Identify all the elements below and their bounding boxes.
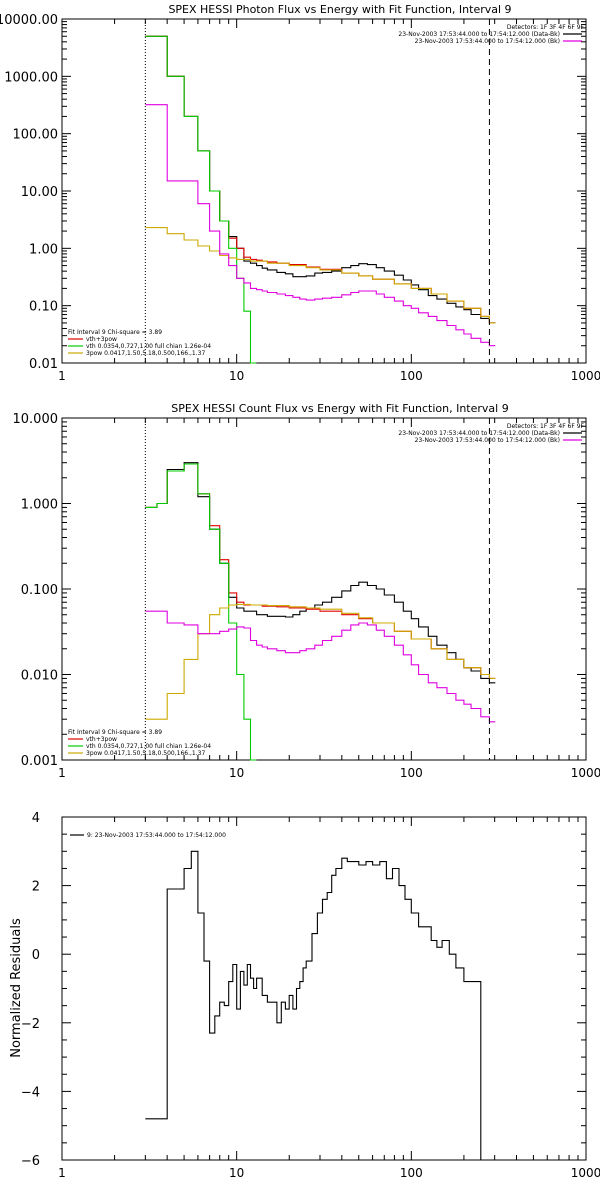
detectors-label: Detectors: 1F 3F 4F 6F 9F	[507, 24, 585, 31]
count-flux-y-tick-label: 1.000	[21, 498, 58, 513]
photon-flux-x-tick-label: 1000	[571, 369, 600, 383]
residuals-plot-frame	[62, 817, 586, 1160]
count-flux-y-tick-label: 0.100	[21, 583, 58, 598]
legend-label-3pow: 3pow 0.0417,1.50,5.18,0.500,166.,1.37	[86, 750, 205, 757]
residuals-y-tick-label: 4	[32, 811, 40, 826]
legend-label-3pow: 3pow 0.0417,1.50,5.18,0.500,166.,1.37	[86, 350, 205, 357]
residuals-y-tick-label: −4	[21, 1085, 40, 1100]
bk-interval-label: 23-Nov-2003 17:53:44.000 to 17:54:12.000…	[415, 437, 560, 444]
residuals-x-tick-label: 10	[229, 1166, 244, 1180]
photon-flux-series-data-bk	[145, 36, 495, 323]
photon-flux-y-tick-label: 1.00	[29, 242, 58, 257]
photon-flux-title: SPEX HESSI Photon Flux vs Energy with Fi…	[168, 3, 511, 16]
legend-label-vth: vth 0.0354,0.727,1.00 full chian 1.26e-0…	[86, 743, 211, 750]
photon-flux-y-tick-label: 1000.00	[4, 70, 58, 85]
photon-flux-x-tick-label: 100	[400, 369, 423, 383]
residuals-series-residuals	[145, 851, 495, 1160]
residuals-y-tick-label: −6	[21, 1154, 40, 1169]
count-flux-series-3pow	[145, 604, 495, 719]
data-interval-label: 23-Nov-2003 17:53:44.000 to 17:54:12.000…	[398, 430, 560, 437]
photon-flux-series-3pow	[145, 228, 495, 323]
bk-interval-label: 23-Nov-2003 17:53:44.000 to 17:54:12.000…	[415, 38, 560, 45]
count-flux-x-tick-label: 10	[229, 766, 244, 780]
count-flux-y-tick-label: 0.010	[21, 669, 58, 684]
legend-label-vth-3pow: vth+3pow	[86, 736, 117, 743]
photon-flux-panel: SPEX HESSI Photon Flux vs Energy with Fi…	[0, 3, 600, 383]
photon-flux-series-vth-3pow	[145, 36, 495, 323]
photon-flux-y-tick-label: 10.00	[21, 185, 58, 200]
count-flux-info-box: Detectors: 1F 3F 4F 6F 9F 23-Nov-2003 17…	[398, 423, 584, 444]
residuals-x-tick-label: 1000	[571, 1166, 600, 1180]
legend-label-vth-3pow: vth+3pow	[86, 336, 117, 343]
count-flux-x-tick-label: 1	[58, 766, 66, 780]
photon-flux-series-vth	[145, 36, 256, 363]
photon-flux-y-tick-label: 10000.00	[0, 13, 58, 28]
residuals-y-tick-label: 2	[32, 880, 40, 895]
count-flux-y-tick-label: 0.001	[21, 754, 58, 769]
photon-flux-y-tick-label: 0.10	[29, 300, 58, 315]
count-flux-x-tick-label: 100	[400, 766, 423, 780]
count-flux-panel: SPEX HESSI Count Flux vs Energy with Fit…	[13, 402, 600, 780]
photon-flux-y-tick-label: 100.00	[13, 128, 59, 143]
count-flux-y-tick-label: 10.000	[13, 412, 59, 427]
count-flux-series-vth	[145, 464, 256, 760]
count-flux-x-tick-label: 1000	[571, 766, 600, 780]
detectors-label: Detectors: 1F 3F 4F 6F 9F	[507, 423, 585, 430]
count-flux-series-bk	[145, 611, 495, 722]
photon-flux-x-tick-label: 10	[229, 369, 244, 383]
photon-flux-y-tick-label: 0.01	[29, 357, 58, 372]
photon-flux-info-box: Detectors: 1F 3F 4F 6F 9F 23-Nov-2003 17…	[398, 24, 584, 45]
residuals-legend-label: 9: 23-Nov-2003 17:53:44.000 to 17:54:12.…	[87, 832, 226, 839]
residuals-x-tick-label: 1	[58, 1166, 66, 1180]
photon-flux-fit-legend: Fit Interval 9 Chi-square = 3.89 vth+3po…	[68, 329, 211, 357]
residuals-x-tick-label: 100	[400, 1166, 423, 1180]
photon-flux-plot-frame	[62, 19, 586, 363]
residuals-y-axis-label: Normalized Residuals	[9, 918, 24, 1058]
data-interval-label: 23-Nov-2003 17:53:44.000 to 17:54:12.000…	[398, 31, 560, 38]
residuals-y-tick-label: 0	[32, 948, 40, 963]
count-flux-plot-frame	[62, 418, 586, 760]
fit-header: Fit Interval 9 Chi-square = 3.89	[68, 729, 162, 736]
photon-flux-x-tick-label: 1	[58, 369, 66, 383]
fit-header: Fit Interval 9 Chi-square = 3.89	[68, 329, 162, 336]
count-flux-fit-legend: Fit Interval 9 Chi-square = 3.89 vth+3po…	[68, 729, 211, 757]
count-flux-title: SPEX HESSI Count Flux vs Energy with Fit…	[171, 402, 508, 415]
legend-label-vth: vth 0.0354,0.727,1.00 full chian 1.26e-0…	[86, 343, 211, 350]
